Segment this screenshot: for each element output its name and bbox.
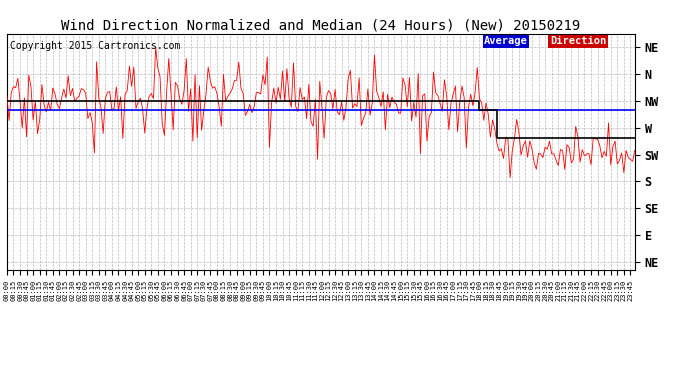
Text: Average: Average — [484, 36, 528, 46]
Title: Wind Direction Normalized and Median (24 Hours) (New) 20150219: Wind Direction Normalized and Median (24… — [61, 19, 580, 33]
Text: Copyright 2015 Cartronics.com: Copyright 2015 Cartronics.com — [10, 41, 180, 51]
Text: Direction: Direction — [550, 36, 607, 46]
